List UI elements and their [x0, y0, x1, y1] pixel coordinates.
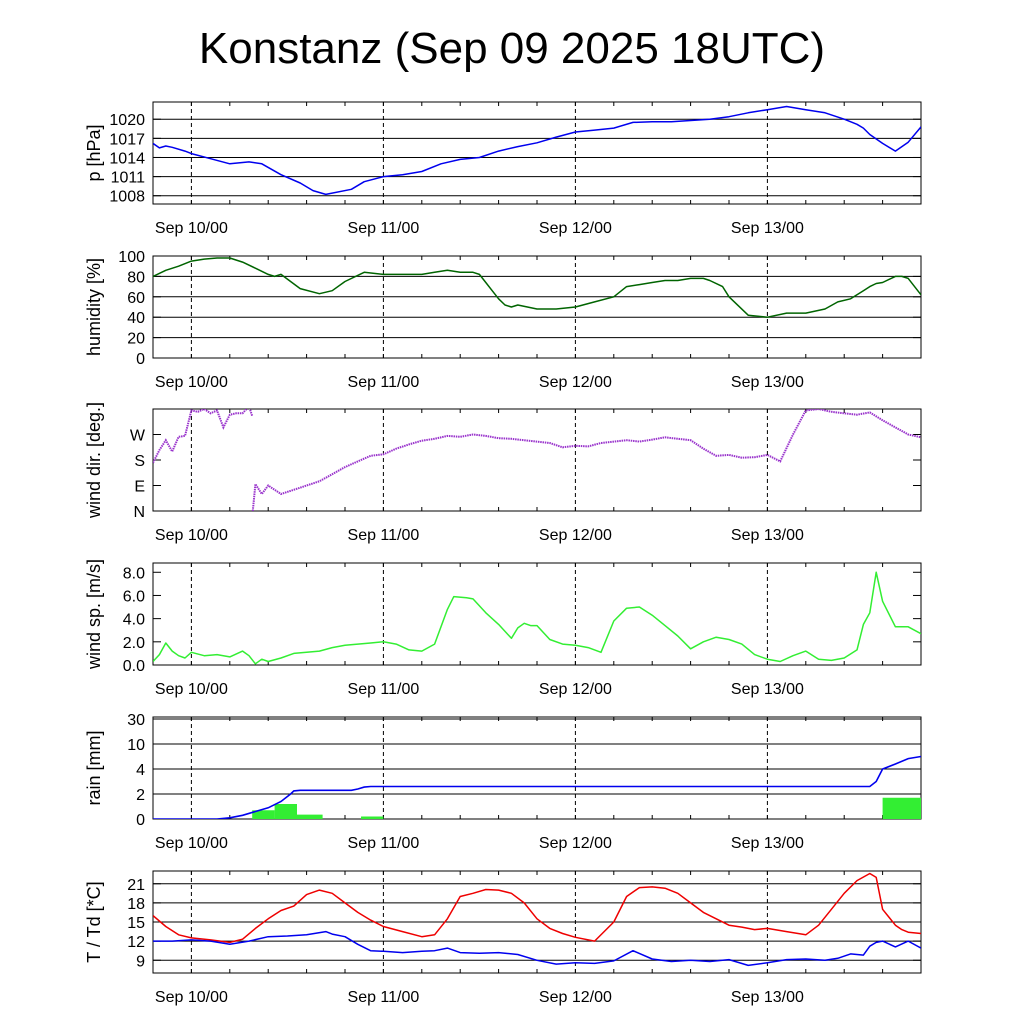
y-tick-label: 18 — [127, 896, 145, 913]
rain-bar — [882, 797, 921, 819]
y-tick-label: 12 — [127, 934, 145, 951]
y-tick-label: 8.0 — [123, 565, 145, 582]
y-tick-label: 40 — [127, 310, 145, 327]
rain-bar — [252, 810, 275, 819]
panel-frame — [152, 255, 922, 359]
wind-dir-series — [251, 409, 921, 511]
series-line-1 — [153, 930, 921, 967]
plot-area — [153, 571, 921, 665]
x-tick-label: Sep 11/00 — [348, 835, 420, 852]
series-line-0 — [153, 105, 921, 196]
y-tick-label: 2.0 — [123, 635, 145, 652]
y-tick-label: W — [130, 428, 146, 445]
series-line-0 — [153, 571, 921, 665]
y-tick-label: 1020 — [109, 112, 145, 129]
x-tick-label: Sep 11/00 — [348, 374, 420, 391]
y-axis-label: wind dir. [deg.] — [84, 402, 104, 519]
y-tick-label: 1014 — [109, 150, 145, 167]
series-line-0 — [153, 257, 921, 318]
x-tick-label: Sep 12/00 — [539, 681, 612, 698]
y-axis-label: T / Td [*C] — [84, 881, 104, 962]
y-tick-label: 0.0 — [123, 658, 145, 675]
y-tick-label: 21 — [127, 877, 145, 894]
y-tick-label: 10 — [127, 737, 145, 754]
rain-accum-line — [153, 755, 921, 819]
y-tick-label: S — [134, 453, 145, 470]
plot-area — [153, 105, 921, 196]
y-tick-label: 80 — [127, 269, 145, 286]
x-tick-label: Sep 13/00 — [731, 681, 804, 698]
panel-0: 1008 1011 1014 1017 1020 p [hPa] Sep 10/00 Sep … — [84, 101, 922, 237]
y-tick-label: 0 — [136, 812, 145, 829]
x-tick-label: Sep 11/00 — [348, 681, 420, 698]
rain-bar — [274, 804, 297, 819]
series-line-0 — [153, 872, 921, 944]
plot-area — [153, 409, 921, 511]
rain-bar — [361, 816, 384, 819]
x-tick-label: Sep 12/00 — [539, 527, 612, 544]
x-tick-label: Sep 10/00 — [155, 374, 228, 391]
panel-frame — [152, 716, 922, 820]
y-axis-label: wind sp. [m/s] — [84, 559, 104, 670]
x-tick-label: Sep 11/00 — [348, 989, 420, 1006]
y-tick-label: 1017 — [109, 131, 145, 148]
plot-area — [153, 257, 921, 318]
x-tick-label: Sep 13/00 — [731, 374, 804, 391]
plot-area — [153, 755, 921, 819]
x-tick-label: Sep 11/00 — [348, 220, 420, 237]
y-tick-label: 4 — [136, 762, 145, 779]
y-tick-label: 100 — [118, 249, 145, 266]
y-tick-label: E — [134, 479, 145, 496]
y-tick-label: 30 — [127, 712, 145, 729]
y-tick-label: 1011 — [111, 170, 146, 187]
y-tick-label: 0 — [136, 351, 145, 368]
y-axis-label: humidity [%] — [84, 258, 104, 356]
panel-frame — [152, 101, 922, 205]
panel-frame — [152, 562, 922, 666]
panel-1: 0 20 40 60 80 100 humidity [%] Sep 10/00 Sep 11/… — [84, 249, 922, 391]
x-tick-label: Sep 13/00 — [731, 989, 804, 1006]
x-tick-label: Sep 10/00 — [155, 681, 228, 698]
x-tick-label: Sep 12/00 — [539, 220, 612, 237]
x-tick-label: Sep 13/00 — [731, 835, 804, 852]
y-tick-label: 4.0 — [123, 612, 145, 629]
panel-4: 0 2 4 10 30 rain [mm] Sep 10/00 Sep 11/00 Sep 12… — [84, 712, 922, 852]
x-tick-label: Sep 12/00 — [539, 374, 612, 391]
y-tick-label: 2 — [136, 787, 145, 804]
chart-title: Konstanz (Sep 09 2025 18UTC) — [198, 24, 826, 73]
x-tick-label: Sep 10/00 — [155, 527, 228, 544]
rain-bar — [297, 814, 323, 819]
y-axis-label: rain [mm] — [84, 730, 104, 805]
y-tick-label: N — [133, 504, 145, 521]
x-tick-label: Sep 12/00 — [539, 835, 612, 852]
y-axis-label: p [hPa] — [84, 124, 104, 181]
x-tick-label: Sep 12/00 — [539, 989, 612, 1006]
plot-area — [153, 872, 921, 967]
x-tick-label: Sep 13/00 — [731, 220, 804, 237]
y-tick-label: 20 — [127, 331, 145, 348]
x-tick-label: Sep 10/00 — [155, 220, 228, 237]
y-tick-label: 60 — [127, 290, 145, 307]
panel-3: 0.0 2.0 4.0 6.0 8.0 wind sp. [m/s] Sep 10/00 Se… — [84, 559, 922, 698]
x-tick-label: Sep 10/00 — [155, 835, 228, 852]
y-tick-label: 1008 — [109, 189, 145, 206]
y-tick-label: 15 — [127, 915, 145, 932]
panel-5: 9 12 15 18 21 T / Td [*C] Sep 10/00 Sep 11/00 Se… — [84, 870, 922, 1006]
x-tick-label: Sep 13/00 — [731, 527, 804, 544]
y-tick-label: 6.0 — [123, 588, 145, 605]
x-tick-label: Sep 10/00 — [155, 989, 228, 1006]
y-tick-label: 9 — [136, 953, 145, 970]
x-tick-label: Sep 11/00 — [348, 527, 420, 544]
wind-dir-series — [153, 409, 254, 464]
panel-frame — [152, 408, 922, 512]
